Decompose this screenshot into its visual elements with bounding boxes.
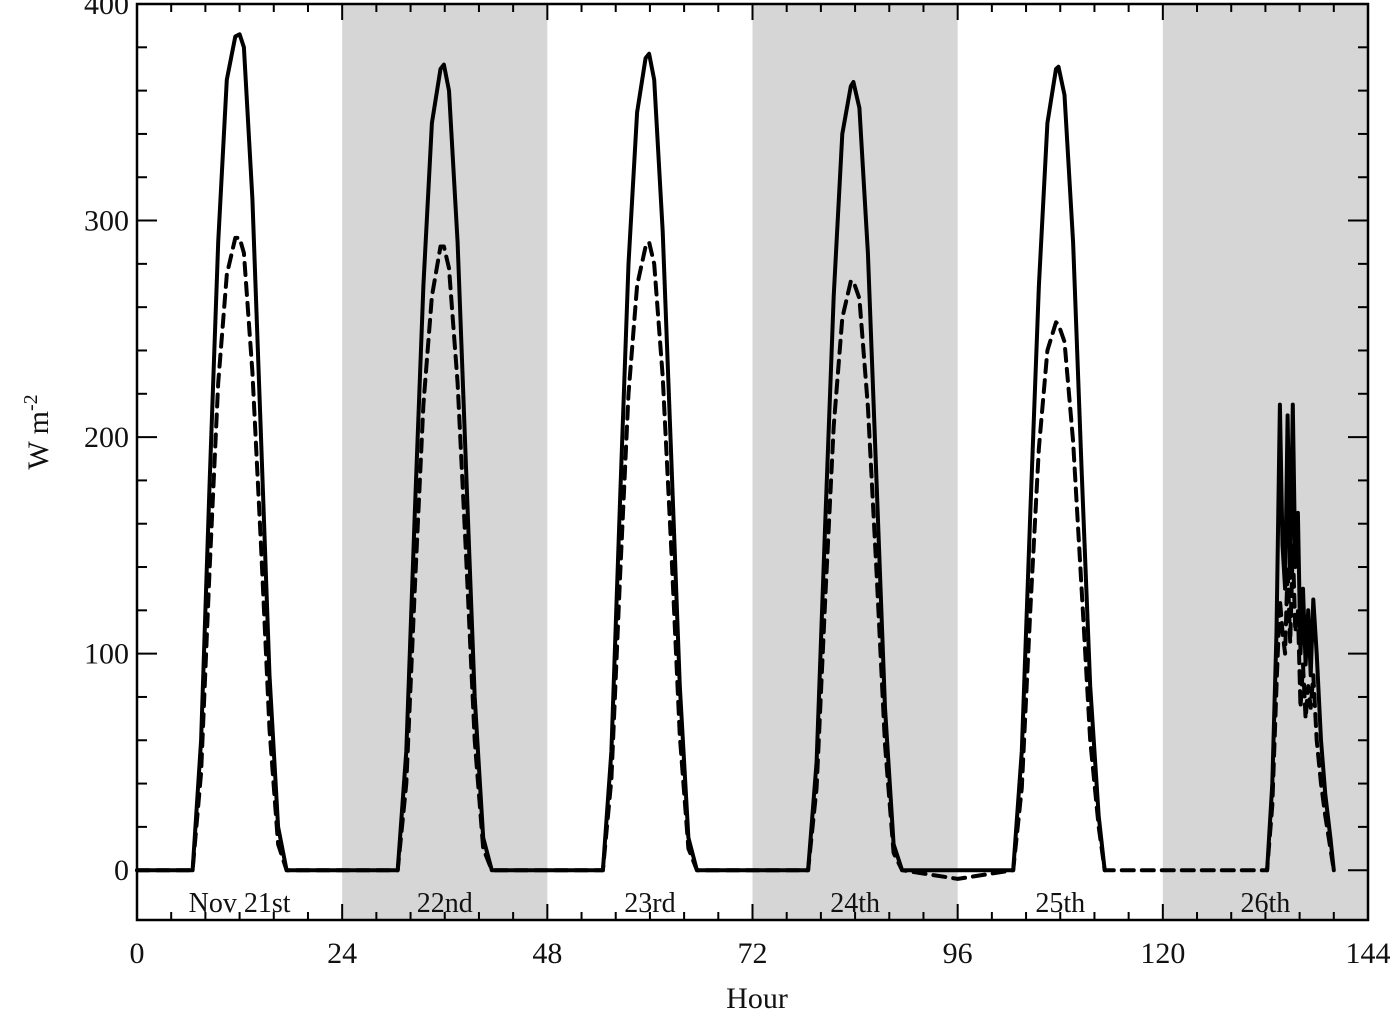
series-group bbox=[135, 32, 1336, 881]
day-label-5: 26th bbox=[1241, 888, 1291, 919]
solid-series-line-1 bbox=[1265, 402, 1336, 873]
x-tick-label-96: 96 bbox=[943, 937, 973, 970]
shaded-band-2 bbox=[1162, 4, 1368, 920]
x-tick-label-24: 24 bbox=[327, 937, 357, 970]
y-tick-label-300: 300 bbox=[84, 205, 129, 238]
y-tick-label-400: 400 bbox=[84, 0, 129, 21]
day-label-1: 22nd bbox=[417, 888, 473, 919]
x-tick-label-144: 144 bbox=[1346, 937, 1391, 970]
day-labels: Nov 21st 22nd 23rd 24th 25th 26th bbox=[189, 888, 1291, 919]
shaded-band-1 bbox=[752, 4, 958, 920]
day-label-4: 25th bbox=[1035, 888, 1085, 919]
y-axis-title-main: W m bbox=[22, 411, 55, 470]
x-axis-title: Hour bbox=[726, 982, 788, 1015]
x-tick-label-48: 48 bbox=[532, 937, 562, 970]
day-label-3: 24th bbox=[830, 888, 880, 919]
day-shading-bands bbox=[342, 4, 1368, 920]
solid-series-line-0 bbox=[135, 32, 1107, 873]
day-label-2: 23rd bbox=[624, 888, 675, 919]
x-tick-label-0: 0 bbox=[130, 937, 145, 970]
y-tick-label-100: 100 bbox=[84, 638, 129, 671]
tick-marks bbox=[136, 3, 1369, 920]
y-tick-labels: 0 100 200 300 400 bbox=[84, 0, 129, 887]
shaded-band-0 bbox=[342, 4, 548, 920]
x-tick-label-120: 120 bbox=[1140, 937, 1185, 970]
x-tick-label-72: 72 bbox=[738, 937, 768, 970]
y-axis-title: W m-2 bbox=[20, 394, 55, 469]
y-axis-title-exponent: -2 bbox=[20, 394, 42, 411]
y-tick-label-200: 200 bbox=[84, 421, 129, 454]
day-label-0: Nov 21st bbox=[189, 888, 291, 919]
y-tick-label-0: 0 bbox=[114, 854, 129, 887]
dashed-series-line-2 bbox=[135, 235, 1336, 881]
x-tick-labels: 0 24 48 72 96 120 144 bbox=[130, 937, 1391, 970]
